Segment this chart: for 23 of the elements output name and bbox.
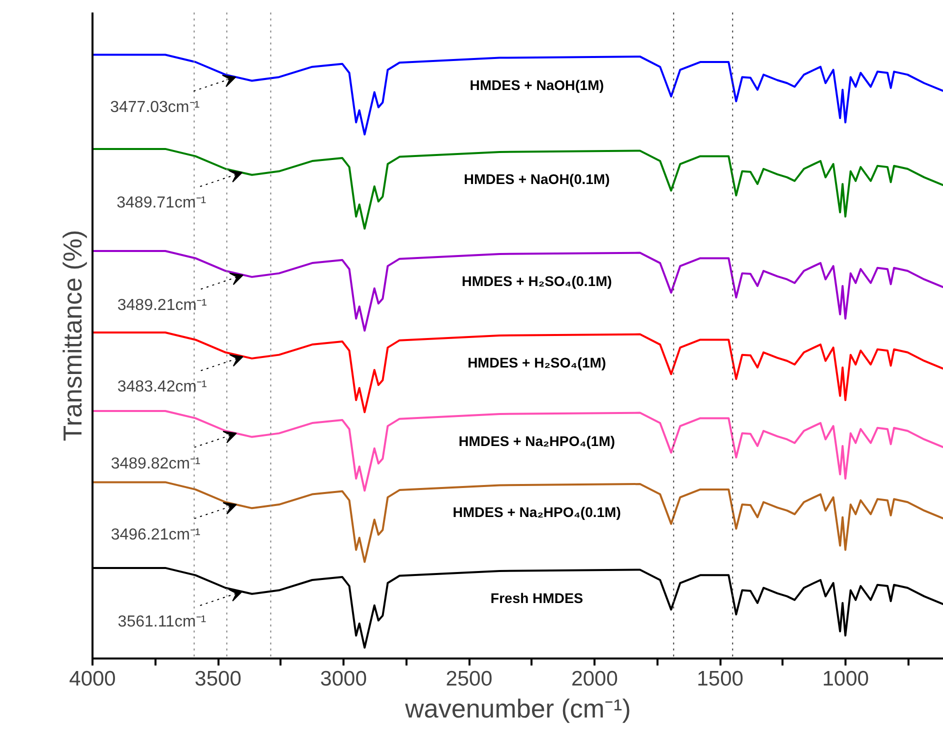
x-tick-label: 3500 <box>194 668 242 690</box>
series-label: Fresh HMDES <box>490 590 584 606</box>
series-label: HMDES + Na₂HPO₄(0.1M) <box>452 504 621 520</box>
annotation: 3489.71cm⁻¹ <box>116 194 206 212</box>
x-tick-label: 2500 <box>446 668 492 690</box>
annotation: 3496.21cm⁻¹ <box>110 526 200 544</box>
y-axis-title: Transmittance (%) <box>58 230 88 442</box>
x-axis-title: wavenumber (cm⁻¹) <box>404 694 631 724</box>
series-label: HMDES + Na₂HPO₄(1M) <box>458 432 616 449</box>
x-tick-label: 1500 <box>696 668 744 690</box>
x-tick-label: 4000 <box>69 668 116 690</box>
annotation: 3477.03cm⁻¹ <box>110 99 200 116</box>
x-tick-label: 2000 <box>571 668 618 690</box>
series-label: HMDES + NaOH(1M) <box>470 76 604 93</box>
x-tick-label: 1000 <box>822 668 869 690</box>
annotation: 3483.42cm⁻¹ <box>117 378 207 396</box>
annotation: 3489.82cm⁻¹ <box>110 455 200 472</box>
x-tick-label: 3000 <box>320 668 367 690</box>
annotation: 3489.21cm⁻¹ <box>117 297 207 314</box>
series-label: HMDES + H₂SO₄(0.1M) <box>462 272 612 289</box>
annotation: 3561.11cm⁻¹ <box>118 613 206 630</box>
series-label: HMDES + NaOH(0.1M) <box>464 170 610 187</box>
series-label: HMDES + H₂SO₄(1M) <box>468 354 606 370</box>
